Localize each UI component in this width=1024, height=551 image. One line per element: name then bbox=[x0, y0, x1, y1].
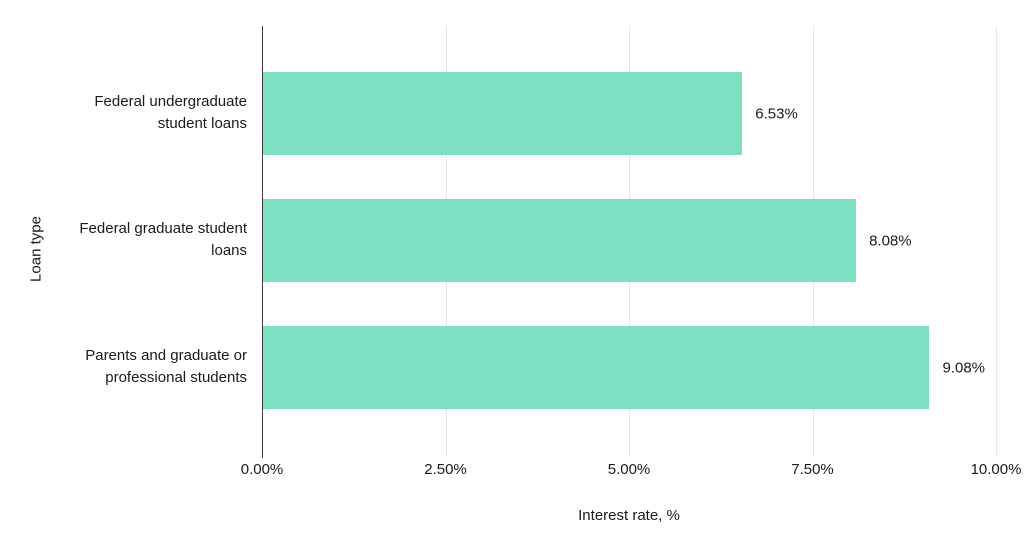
category-label-federal-graduate: Federal graduate student loans bbox=[79, 220, 247, 259]
bar-value-label: 8.08% bbox=[869, 232, 912, 249]
plot-area: 6.53% 8.08% 9.08% bbox=[262, 26, 997, 458]
bar-federal-undergraduate bbox=[263, 72, 743, 155]
bar-row: 8.08% bbox=[263, 199, 996, 282]
bar-row: 6.53% bbox=[263, 72, 996, 155]
category-label-parents-graduate-professional: Parents and graduate or professional stu… bbox=[85, 347, 247, 386]
gridline-10-00 bbox=[996, 26, 997, 457]
x-axis-tick-label: 10.00% bbox=[970, 461, 1022, 478]
y-axis-title: Loan type bbox=[27, 216, 45, 282]
bar-row: 9.08% bbox=[263, 326, 996, 409]
x-axis-tick-label: 5.00% bbox=[607, 461, 651, 478]
y-axis-line bbox=[262, 26, 263, 458]
bar-value-label: 9.08% bbox=[942, 359, 986, 376]
bar-value-label: 6.53% bbox=[755, 105, 798, 122]
x-axis-tick-label: 0.00% bbox=[240, 461, 284, 478]
x-axis-title: Interest rate, % bbox=[578, 507, 680, 524]
category-label-federal-undergraduate: Federal undergraduate student loans bbox=[94, 93, 247, 132]
x-axis-tick-label: 7.50% bbox=[791, 461, 834, 478]
bar-federal-graduate bbox=[263, 199, 857, 282]
bar-parents-graduate-professional bbox=[263, 326, 930, 409]
x-axis-tick-label: 2.50% bbox=[424, 461, 467, 478]
